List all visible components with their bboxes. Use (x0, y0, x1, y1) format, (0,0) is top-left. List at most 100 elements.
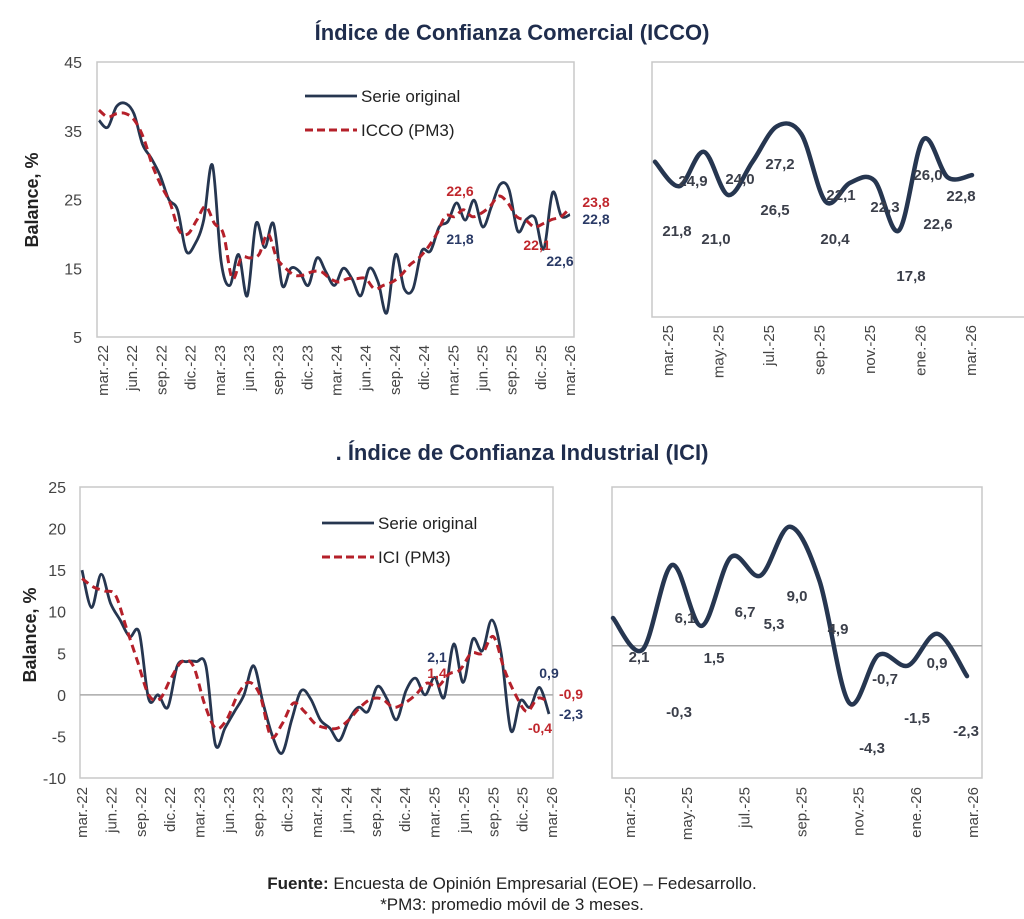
x-tick-label: jun.-25 (456, 787, 473, 834)
x-tick-label: ene.-26 (913, 325, 930, 376)
point-data-label: -0,7 (872, 671, 898, 688)
x-tick-label: mar.-26 (963, 325, 980, 376)
x-tick-label: nov.-25 (851, 787, 868, 836)
x-tick-label: dic.-22 (162, 787, 179, 832)
x-tick-label: jul.-25 (736, 787, 753, 829)
pm3-series-line (98, 108, 572, 291)
data-label: -2,3 (559, 706, 583, 722)
x-tick-label: mar.-23 (212, 345, 229, 396)
x-tick-label: mar.-23 (192, 787, 209, 838)
legend: Serie original ICI (PM3) (322, 514, 477, 567)
y-tick-label: 35 (64, 124, 82, 141)
original-series-line (97, 101, 571, 315)
x-tick-label: mar.-25 (445, 345, 462, 396)
data-label: -0,9 (559, 686, 583, 702)
point-data-label: 5,3 (764, 616, 785, 633)
point-data-label: 21,8 (662, 223, 691, 240)
x-tick-label: sep.-24 (368, 787, 385, 837)
x-tick-label: mar.-26 (965, 787, 982, 838)
point-data-label: 22,8 (946, 188, 975, 205)
x-tick-label: mar.-25 (660, 325, 677, 376)
x-tick-label: sep.-23 (270, 345, 287, 395)
point-data-label: 1,5 (704, 650, 725, 667)
data-label: 1,4 (427, 665, 447, 681)
data-label: 21,8 (446, 231, 473, 247)
plot-area (79, 486, 554, 779)
x-tick-label: mar.-25 (622, 787, 639, 838)
x-tick-label: mar.-24 (309, 787, 326, 838)
point-data-label: -0,3 (666, 704, 692, 721)
legend: Serie original ICCO (PM3) (305, 87, 460, 140)
point-data-label: 2,1 (629, 649, 650, 666)
data-label: 2,1 (427, 649, 447, 665)
point-data-label: 17,8 (896, 268, 925, 285)
ici_long-chart: -10 -5 0 5 10 15 20 25 Balance, % mar.-22 jun.-22 s… (20, 480, 583, 838)
y-tick-label: 20 (48, 522, 66, 539)
x-tick-label: may.-25 (711, 325, 728, 378)
plot-area (651, 61, 1024, 318)
y-tick-label: 25 (48, 480, 66, 497)
data-label: 22,8 (582, 211, 609, 227)
y-tick-label: 25 (64, 193, 82, 210)
x-tick-label: dic.-23 (280, 787, 297, 832)
x-tick-label: nov.-25 (862, 325, 879, 374)
x-tick-label: sep.-25 (794, 787, 811, 837)
x-tick-label: mar.-25 (427, 787, 444, 838)
point-data-label: -1,5 (904, 710, 930, 727)
x-tick-label: sep.-25 (812, 325, 829, 375)
point-data-label: -2,3 (953, 723, 979, 740)
data-label: 0,9 (539, 665, 559, 681)
y-tick-label: -5 (52, 729, 66, 746)
source-text: Encuesta de Opinión Empresarial (EOE) – … (328, 874, 757, 893)
x-tick-label: jun.-23 (221, 787, 238, 834)
pm3-series-line (81, 577, 550, 739)
point-data-label: 4,9 (828, 621, 849, 638)
data-label: 23,8 (582, 194, 609, 210)
original-series-line (610, 524, 970, 707)
x-tick-label: dic.-22 (183, 345, 200, 390)
ici_recent-chart: mar.-25 may.-25 jul.-25 sep.-25 nov.-25 ene.-… (610, 486, 983, 840)
original-series-line (80, 569, 551, 755)
data-label: -0,4 (528, 720, 552, 736)
legend-original-label: Serie original (378, 514, 477, 533)
y-tick-label: -10 (43, 771, 66, 788)
plot-area (611, 486, 983, 779)
icco_recent-chart: mar.-25 may.-25 jul.-25 sep.-25 nov.-25 ene.-… (651, 61, 1024, 378)
x-tick-label: ene.-26 (908, 787, 925, 838)
point-data-label: -4,3 (859, 740, 885, 757)
x-tick-label: sep.-22 (153, 345, 170, 395)
source-note: Fuente: Encuesta de Opinión Empresarial … (0, 874, 1024, 894)
legend-pm3-label: ICCO (PM3) (361, 121, 455, 140)
legend-original-label: Serie original (361, 87, 460, 106)
point-data-label: 21,0 (701, 231, 730, 248)
x-tick-label: sep.-24 (387, 345, 404, 395)
point-data-label: 24,9 (678, 173, 707, 190)
point-data-label: 27,2 (765, 156, 794, 173)
x-tick-label: sep.-23 (250, 787, 267, 837)
data-label: 22,1 (523, 237, 550, 253)
y-tick-label: 15 (48, 563, 66, 580)
y-tick-label: 0 (57, 688, 66, 705)
x-tick-label: sep.-22 (133, 787, 150, 837)
x-tick-label: dic.-24 (416, 345, 433, 390)
point-data-label: 22,3 (870, 199, 899, 216)
point-data-label: 6,7 (735, 604, 756, 621)
point-data-label: 6,1 (675, 610, 696, 627)
x-tick-label: dic.-23 (299, 345, 316, 390)
x-tick-label: jun.-24 (358, 345, 375, 392)
y-tick-label: 15 (64, 261, 82, 278)
pm3-note: *PM3: promedio móvil de 3 meses. (380, 895, 644, 914)
x-tick-label: mar.-22 (95, 345, 112, 396)
x-tick-label: mar.-22 (74, 787, 91, 838)
y-axis-label: Balance, % (22, 152, 42, 247)
x-tick-label: jun.-23 (241, 345, 258, 392)
point-data-label: 0,9 (927, 655, 948, 672)
legend-pm3-label: ICI (PM3) (378, 548, 451, 567)
y-tick-label: 5 (73, 330, 82, 347)
data-label: 22,6 (546, 253, 573, 269)
x-tick-label: jun.-25 (474, 345, 491, 392)
x-tick-label: jun.-22 (103, 787, 120, 834)
x-tick-label: jun.-24 (338, 787, 355, 834)
icco_long-chart: 5 15 25 35 45 Balance, % mar.-22 jun.-22 sep.-22… (22, 55, 610, 396)
